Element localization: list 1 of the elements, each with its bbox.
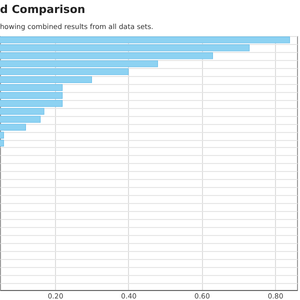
chart-title: d Comparison <box>0 3 86 16</box>
